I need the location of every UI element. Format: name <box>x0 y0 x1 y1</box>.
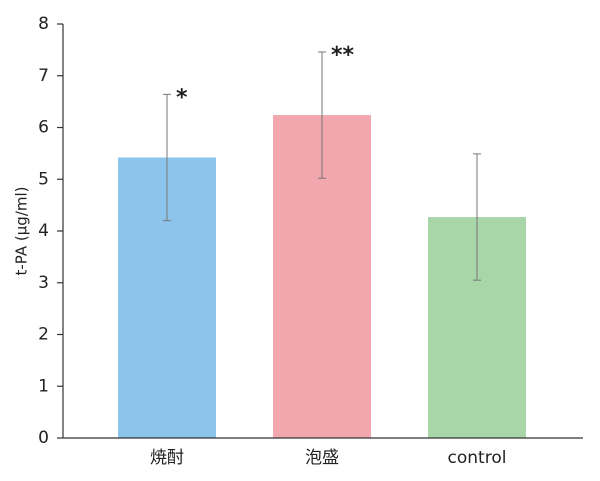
x-tick-label: 焼酎 <box>150 448 184 468</box>
significance-mark: * <box>176 85 188 110</box>
error-bar <box>163 93 171 222</box>
y-tick-label: 3 <box>38 273 49 293</box>
y-tick-label: 7 <box>38 66 49 86</box>
x-tick-label: control <box>448 448 507 468</box>
y-tick-label: 4 <box>38 221 49 241</box>
y-tick-label: 2 <box>38 325 49 345</box>
y-tick-label: 1 <box>38 376 49 396</box>
y-axis-label: t-PA (μg/ml) <box>13 186 31 275</box>
y-tick-label: 6 <box>38 118 49 138</box>
error-bar <box>318 51 326 179</box>
error-bar <box>473 153 481 281</box>
significance-mark: ** <box>331 43 355 68</box>
x-tick-label: 泡盛 <box>305 448 339 468</box>
y-tick-label: 5 <box>38 169 49 189</box>
y-tick-label: 8 <box>38 14 49 34</box>
y-tick-label: 0 <box>38 428 49 448</box>
